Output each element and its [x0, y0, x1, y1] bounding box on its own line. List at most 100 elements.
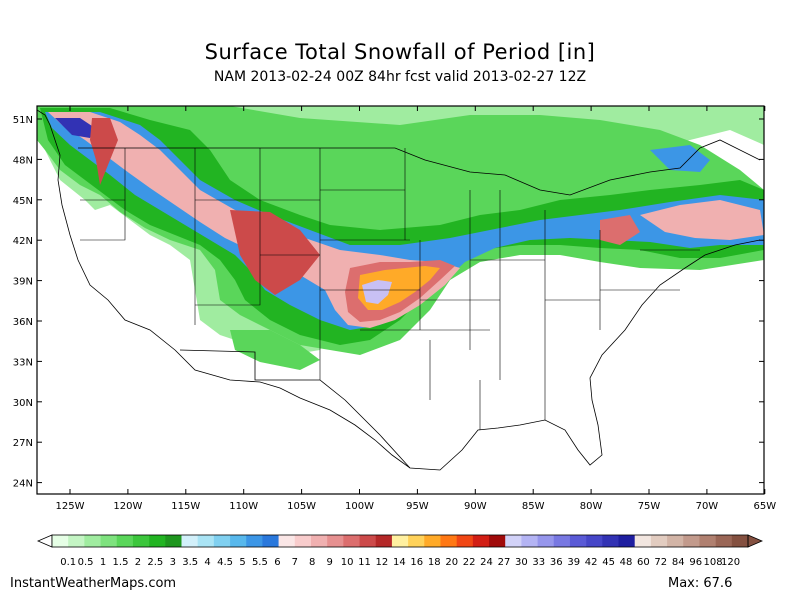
- legend-swatch: [424, 535, 441, 547]
- lat-label: 48N: [13, 155, 33, 166]
- lon-label: 115W: [171, 501, 200, 512]
- legend-swatch: [230, 535, 247, 547]
- legend-label: 36: [550, 557, 563, 568]
- longitude-axis: 125W 120W 115W 110W 105W 100W 95W 90W 85W 80W 75W 7…: [56, 106, 776, 512]
- legend-label: 96: [689, 557, 702, 568]
- lon-label: 90W: [464, 501, 487, 512]
- lon-label: 100W: [345, 501, 374, 512]
- legend-swatch: [602, 535, 619, 547]
- boundaries: [37, 109, 761, 471]
- coastline: [37, 109, 761, 471]
- legend-label: 108: [704, 557, 723, 568]
- legend-swatch: [683, 535, 700, 547]
- legend-label: 60: [637, 557, 650, 568]
- snowfall-shading: [37, 106, 764, 370]
- lon-label: 75W: [638, 501, 661, 512]
- lat-label: 51N: [13, 115, 33, 126]
- legend-label: 2: [135, 557, 141, 568]
- legend-swatch: [456, 535, 474, 547]
- legend-label: 22: [463, 557, 476, 568]
- legend-swatch: [699, 535, 716, 547]
- legend-label: 1: [100, 557, 106, 568]
- legend-swatch: [634, 535, 652, 547]
- snow-band-nw-purple: [55, 118, 95, 138]
- legend-swatch: [310, 535, 328, 547]
- legend-label: 5.5: [252, 557, 268, 568]
- legend-label: 0.5: [78, 557, 94, 568]
- legend-swatch: [359, 535, 377, 547]
- lon-label: 85W: [522, 501, 545, 512]
- legend-label: 16: [410, 557, 423, 568]
- lat-label: 42N: [13, 236, 33, 247]
- legend-label: 72: [654, 557, 667, 568]
- lon-label: 120W: [113, 501, 142, 512]
- legend-label: 4.5: [217, 557, 233, 568]
- legend-swatch: [262, 535, 279, 547]
- snow-band-rockies: [230, 210, 320, 295]
- legend-colorbar: 0.1 0.5 1 1.5 2 2.5 3 3.5 4 4.5 5 5.5 6 7 8 9 10 11 12 14 16…: [36, 534, 764, 568]
- map-subtitle: NAM 2013-02-24 00Z 84hr fcst valid 2013-…: [213, 69, 587, 85]
- credit-text: InstantWeatherMaps.com: [10, 576, 177, 591]
- legend-swatch: [343, 535, 360, 547]
- legend-swatch: [667, 535, 684, 547]
- legend-label: 11: [358, 557, 371, 568]
- legend-arrow-left: [36, 534, 53, 548]
- lat-label: 24N: [13, 479, 33, 490]
- lat-label: 45N: [13, 196, 33, 207]
- snow-band-core: [362, 280, 392, 304]
- lat-label: 33N: [13, 357, 33, 368]
- snow-band-great-lakes: [650, 145, 710, 172]
- legend-swatch: [84, 535, 101, 547]
- legend-swatch: [505, 535, 522, 547]
- legend-swatch: [715, 535, 733, 547]
- legend-label: 8: [309, 557, 315, 568]
- legend-swatch: [246, 535, 263, 547]
- legend-outline: [51, 534, 749, 548]
- legend-label: 20: [445, 557, 458, 568]
- lon-label: 110W: [229, 501, 258, 512]
- legend-label: 12: [376, 557, 389, 568]
- legend-swatch: [375, 535, 393, 547]
- lon-label: 65W: [753, 501, 776, 512]
- legend-swatch: [489, 535, 506, 547]
- legend-swatch: [213, 535, 231, 547]
- legend-label: 45: [602, 557, 615, 568]
- legend-label: 10: [341, 557, 354, 568]
- legend-label: 18: [428, 557, 441, 568]
- legend-swatch: [197, 535, 215, 547]
- legend-swatch: [165, 535, 182, 547]
- legend-swatch: [569, 535, 587, 547]
- legend-label: 48: [620, 557, 633, 568]
- map-title: Surface Total Snowfall of Period [in]: [204, 40, 596, 64]
- legend-label: 9: [327, 557, 333, 568]
- legend-label: 6: [274, 557, 280, 568]
- legend-swatch: [586, 535, 603, 547]
- lat-label: 30N: [13, 398, 33, 409]
- legend-swatch: [149, 535, 166, 547]
- legend-swatch: [278, 535, 296, 547]
- legend-label: 39: [567, 557, 580, 568]
- legend-label: 27: [498, 557, 511, 568]
- legend-swatch: [440, 535, 457, 547]
- legend-label: 3.5: [182, 557, 198, 568]
- legend-swatch: [116, 535, 134, 547]
- legend-label: 1.5: [113, 557, 129, 568]
- legend-swatch: [731, 535, 749, 547]
- legend-swatch: [294, 535, 312, 547]
- max-value-text: Max: 67.6: [668, 576, 733, 591]
- legend-label: 30: [515, 557, 528, 568]
- legend-swatch: [537, 535, 555, 547]
- state-lines: [80, 148, 700, 430]
- lon-label: 95W: [406, 501, 429, 512]
- legend-swatch: [408, 535, 425, 547]
- legend-label: 4: [204, 557, 210, 568]
- legend-swatch: [618, 535, 635, 547]
- legend-label: 0.1: [60, 557, 76, 568]
- legend-swatch: [100, 535, 118, 547]
- snow-band-sw-green: [230, 330, 320, 370]
- legend-label: 42: [585, 557, 598, 568]
- legend-swatch: [521, 535, 538, 547]
- legend-label: 24: [480, 557, 493, 568]
- legend-swatch: [68, 535, 85, 547]
